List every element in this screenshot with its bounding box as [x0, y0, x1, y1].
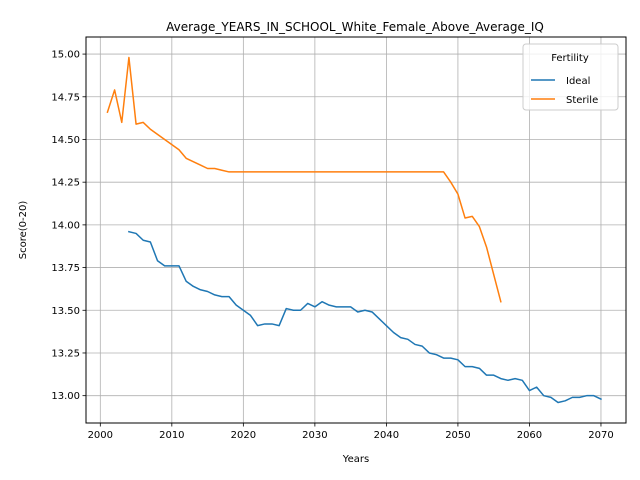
x-tick-label: 2070 — [588, 430, 613, 441]
x-tick-label: 2050 — [445, 430, 470, 441]
x-axis-label: Years — [342, 454, 369, 465]
y-tick-label: 15.00 — [51, 50, 80, 61]
y-tick-label: 14.50 — [51, 135, 80, 146]
x-tick-label: 2020 — [231, 430, 256, 441]
x-tick-label: 2060 — [517, 430, 542, 441]
series-lines — [106, 56, 602, 404]
legend-entry-ideal: Ideal — [566, 76, 590, 87]
x-tick-label: 2010 — [159, 430, 184, 441]
y-tick-label: 13.75 — [51, 263, 80, 274]
y-tick-label: 14.25 — [51, 178, 80, 189]
legend: Fertility Ideal Sterile — [522, 43, 619, 111]
y-tick-label: 13.00 — [51, 391, 80, 402]
x-tick-label: 2040 — [374, 430, 399, 441]
series-line-sterile — [106, 56, 502, 303]
chart-title: Average_YEARS_IN_SCHOOL_White_Female_Abo… — [166, 20, 544, 34]
y-tick-label: 14.00 — [51, 220, 80, 231]
y-tick-label: 14.75 — [51, 92, 80, 103]
x-tick-label: 2000 — [88, 430, 113, 441]
y-axis-label: Score(0-20) — [18, 201, 29, 260]
legend-entry-sterile: Sterile — [566, 95, 598, 106]
axis-ticks: 2000 2010 2020 2030 2040 2050 2060 2070 13.00 13.… — [51, 50, 613, 441]
y-tick-label: 13.25 — [51, 348, 80, 359]
x-tick-label: 2030 — [302, 430, 327, 441]
legend-title: Fertility — [551, 53, 589, 64]
y-tick-label: 13.50 — [51, 306, 80, 317]
plot-frame — [85, 36, 627, 424]
series-line-ideal — [128, 230, 602, 404]
legend-frame — [522, 43, 619, 111]
